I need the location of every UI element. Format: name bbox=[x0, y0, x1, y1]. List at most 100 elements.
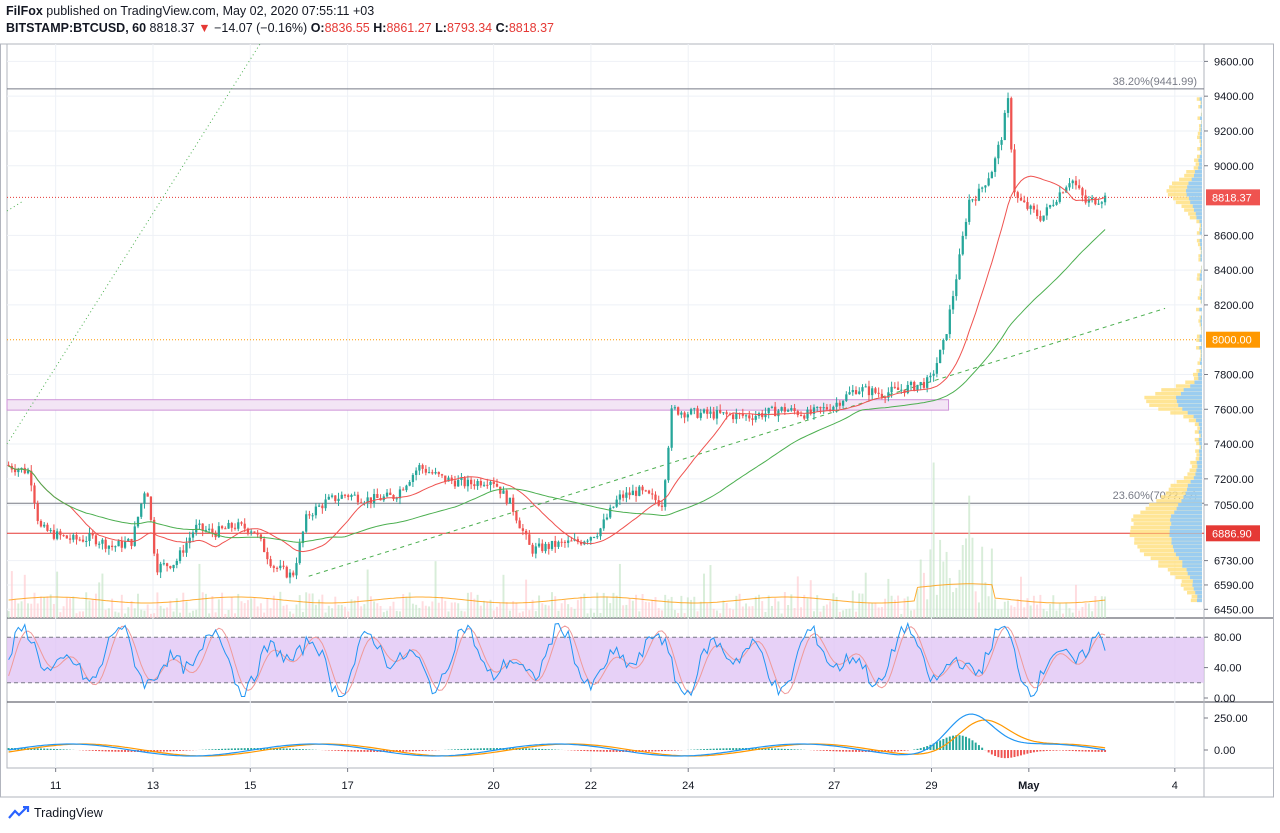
volume-bar bbox=[971, 537, 974, 618]
volume-bar bbox=[664, 594, 667, 618]
volume-bar bbox=[1013, 606, 1016, 618]
macd-histogram-bar bbox=[551, 749, 553, 750]
volume-bar bbox=[111, 598, 114, 618]
profile-bar bbox=[1178, 403, 1202, 407]
macd-histogram-bar bbox=[903, 750, 906, 751]
profile-bar bbox=[1171, 541, 1202, 545]
profile-bar bbox=[1158, 560, 1202, 564]
volume-bar bbox=[476, 594, 479, 618]
profile-bar bbox=[1198, 319, 1202, 323]
macd-histogram-bar bbox=[660, 750, 663, 752]
candle-body bbox=[321, 505, 324, 509]
tradingview-brand[interactable]: TradingView bbox=[8, 806, 103, 820]
candle-body bbox=[819, 406, 822, 409]
volume-bar bbox=[1052, 595, 1055, 618]
candle-body bbox=[715, 410, 719, 419]
symbol-label[interactable]: BITSTAMP:BTCUSD, 60 bbox=[6, 21, 147, 35]
candle-body bbox=[1010, 98, 1013, 150]
candle-body bbox=[463, 477, 466, 487]
volume-bar bbox=[447, 611, 450, 618]
profile-bar bbox=[1197, 135, 1202, 140]
price-tick-label: 9200.00 bbox=[1214, 126, 1254, 138]
candle-body bbox=[909, 382, 913, 385]
volume-bar bbox=[521, 611, 524, 618]
macd-histogram-bar bbox=[971, 740, 974, 750]
macd-histogram-bar bbox=[492, 748, 495, 750]
macd-histogram-bar bbox=[589, 750, 592, 752]
candle-body bbox=[33, 485, 36, 504]
profile-bar bbox=[1190, 598, 1202, 603]
profile-bar bbox=[1200, 227, 1202, 231]
candle-body bbox=[644, 490, 647, 492]
candle-body bbox=[541, 543, 544, 552]
candle-body bbox=[250, 531, 253, 533]
candle-body bbox=[130, 538, 133, 546]
candle-body bbox=[1081, 188, 1084, 196]
candle-body bbox=[974, 199, 977, 201]
macd-histogram-bar bbox=[644, 750, 647, 752]
macd-histogram-bar bbox=[94, 750, 97, 751]
candle-body bbox=[185, 543, 188, 553]
time-tick-label: 17 bbox=[341, 780, 353, 792]
candle-body bbox=[935, 363, 939, 374]
macd-histogram-bar bbox=[243, 748, 246, 750]
volume-bar bbox=[551, 592, 553, 618]
profile-bar bbox=[1197, 464, 1202, 469]
profile-bar bbox=[1197, 116, 1202, 120]
candle-body bbox=[350, 494, 353, 497]
macd-histogram-bar bbox=[227, 748, 230, 750]
candle-body bbox=[764, 413, 767, 418]
profile-bar bbox=[1192, 204, 1202, 208]
profile-bar bbox=[1201, 143, 1202, 147]
macd-histogram-bar bbox=[130, 750, 133, 752]
volume-bar bbox=[855, 611, 857, 618]
volume-bar bbox=[848, 608, 851, 618]
volume-bar bbox=[547, 605, 550, 618]
candle-body bbox=[647, 490, 651, 494]
profile-bar bbox=[1169, 533, 1202, 538]
volume-bar bbox=[14, 599, 17, 618]
macd-histogram-bar bbox=[470, 748, 473, 750]
macd-histogram-bar bbox=[628, 750, 631, 752]
volume-bar bbox=[1039, 594, 1042, 618]
candle-body bbox=[156, 553, 159, 573]
volume-bar bbox=[686, 597, 689, 618]
candle-body bbox=[874, 388, 877, 393]
candle-body bbox=[567, 540, 570, 543]
volume-bar bbox=[363, 604, 366, 618]
profile-bar bbox=[1200, 284, 1202, 289]
macd-histogram-bar bbox=[667, 750, 670, 751]
volume-bar bbox=[916, 588, 919, 618]
profile-bar bbox=[1197, 147, 1202, 151]
macd-histogram-bar bbox=[1062, 750, 1064, 751]
candle-body bbox=[398, 489, 402, 499]
candle-body bbox=[301, 531, 305, 544]
candle-body bbox=[68, 538, 72, 540]
volume-bar bbox=[492, 610, 495, 618]
profile-bar bbox=[1200, 349, 1202, 354]
macd-histogram-bar bbox=[764, 748, 767, 750]
candle-body bbox=[528, 534, 531, 545]
macd-histogram-bar bbox=[842, 750, 845, 752]
macd-histogram-bar bbox=[285, 748, 288, 750]
publish-line: FilFox published on TradingView.com, May… bbox=[6, 4, 374, 18]
macd-histogram-bar bbox=[1013, 750, 1016, 758]
profile-bar bbox=[1184, 173, 1202, 178]
macd-histogram-bar bbox=[211, 749, 214, 750]
macd-histogram-bar bbox=[787, 749, 790, 750]
profile-bar bbox=[1167, 567, 1202, 572]
volume-bar bbox=[434, 561, 437, 618]
author-name[interactable]: FilFox bbox=[6, 4, 43, 18]
stoch-tick-label: 0.00 bbox=[1214, 693, 1235, 705]
profile-bar bbox=[1197, 426, 1202, 430]
profile-bar bbox=[1158, 564, 1202, 568]
macd-histogram-bar bbox=[728, 748, 731, 750]
volume-bar bbox=[17, 603, 20, 618]
profile-bar bbox=[1201, 150, 1202, 155]
volume-bar bbox=[851, 590, 854, 618]
profile-bar bbox=[1182, 564, 1202, 568]
profile-bar bbox=[1200, 139, 1202, 143]
candle-body bbox=[224, 528, 227, 530]
profile-bar bbox=[1134, 541, 1202, 545]
